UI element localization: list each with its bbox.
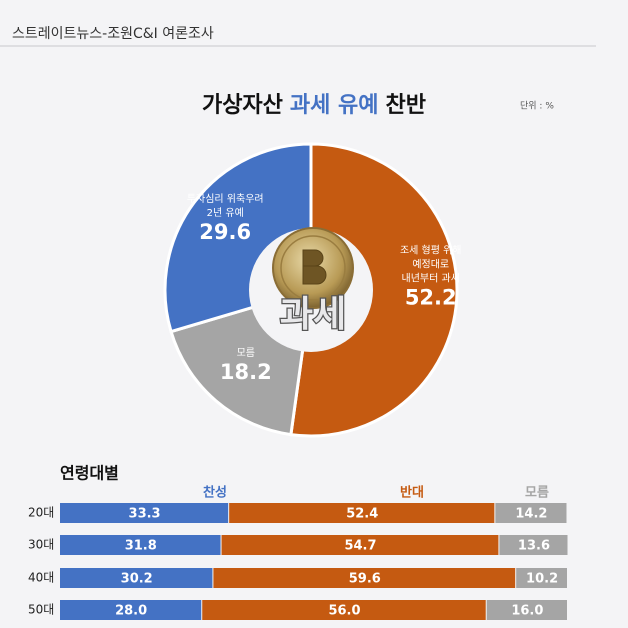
bar-value: 14.2: [515, 507, 547, 522]
bar-value: 33.3: [129, 507, 161, 522]
bar-segment: [60, 568, 213, 588]
bar-value: 28.0: [115, 604, 147, 619]
bar-segment: [486, 600, 567, 620]
legend-label: 찬성: [203, 485, 227, 501]
segment-value: 52.2: [405, 286, 457, 310]
category-label: 40대: [28, 571, 54, 585]
category-label: 30대: [28, 538, 54, 552]
bar-segment: [229, 503, 495, 523]
bar-segment: [60, 503, 229, 523]
bar-segment: [60, 535, 221, 555]
segment-value: 29.6: [199, 220, 251, 244]
coin-rim: [280, 235, 346, 301]
coin-symbol: [302, 249, 327, 285]
title-part: 과세 유예: [290, 93, 379, 118]
segment-label: 모름: [237, 347, 255, 359]
bar-value: 59.6: [349, 572, 381, 587]
legend-label: 반대: [400, 485, 424, 501]
bar-value: 30.2: [121, 572, 153, 587]
segment-label: 투자심리 위축우려: [187, 192, 264, 205]
donut-segment: [289, 142, 459, 438]
chart-title: 가상자산 과세 유예 찬반: [202, 93, 426, 118]
section-title: 연령대별: [60, 464, 119, 483]
bar-value: 56.0: [328, 604, 360, 619]
bar-segment: [221, 535, 499, 555]
title-part: 찬반: [386, 93, 426, 118]
unit: 단위 : %: [520, 101, 554, 112]
bar-value: 16.0: [511, 604, 543, 619]
segment-value: 18.2: [220, 360, 272, 384]
segment-label: 예정대로: [412, 259, 449, 271]
bar-value: 31.8: [125, 539, 157, 554]
bar-segment: [213, 568, 516, 588]
title-part: 가상자산: [202, 93, 283, 118]
source: 스트레이트뉴스-조원C&I 여론조사: [12, 26, 214, 42]
bar-segment: [499, 535, 568, 555]
category-label: 20대: [28, 506, 54, 520]
center-text: 과세: [280, 294, 346, 335]
segment-label: 조세 형평 위해: [400, 244, 462, 257]
bar-value: 52.4: [346, 507, 378, 522]
segment-label: 2년 유예: [207, 207, 244, 219]
bar-segment: [202, 600, 486, 620]
bar-segment: [60, 600, 202, 620]
bar-segment: [516, 568, 567, 588]
bar-value: 54.7: [344, 539, 376, 554]
bar-value: 10.2: [526, 572, 558, 587]
category-label: 50대: [28, 603, 54, 617]
bar-value: 13.6: [518, 539, 550, 554]
legend-label: 모름: [525, 486, 549, 501]
segment-label: 내년부터 과세: [402, 273, 460, 285]
bar-segment: [495, 503, 567, 523]
